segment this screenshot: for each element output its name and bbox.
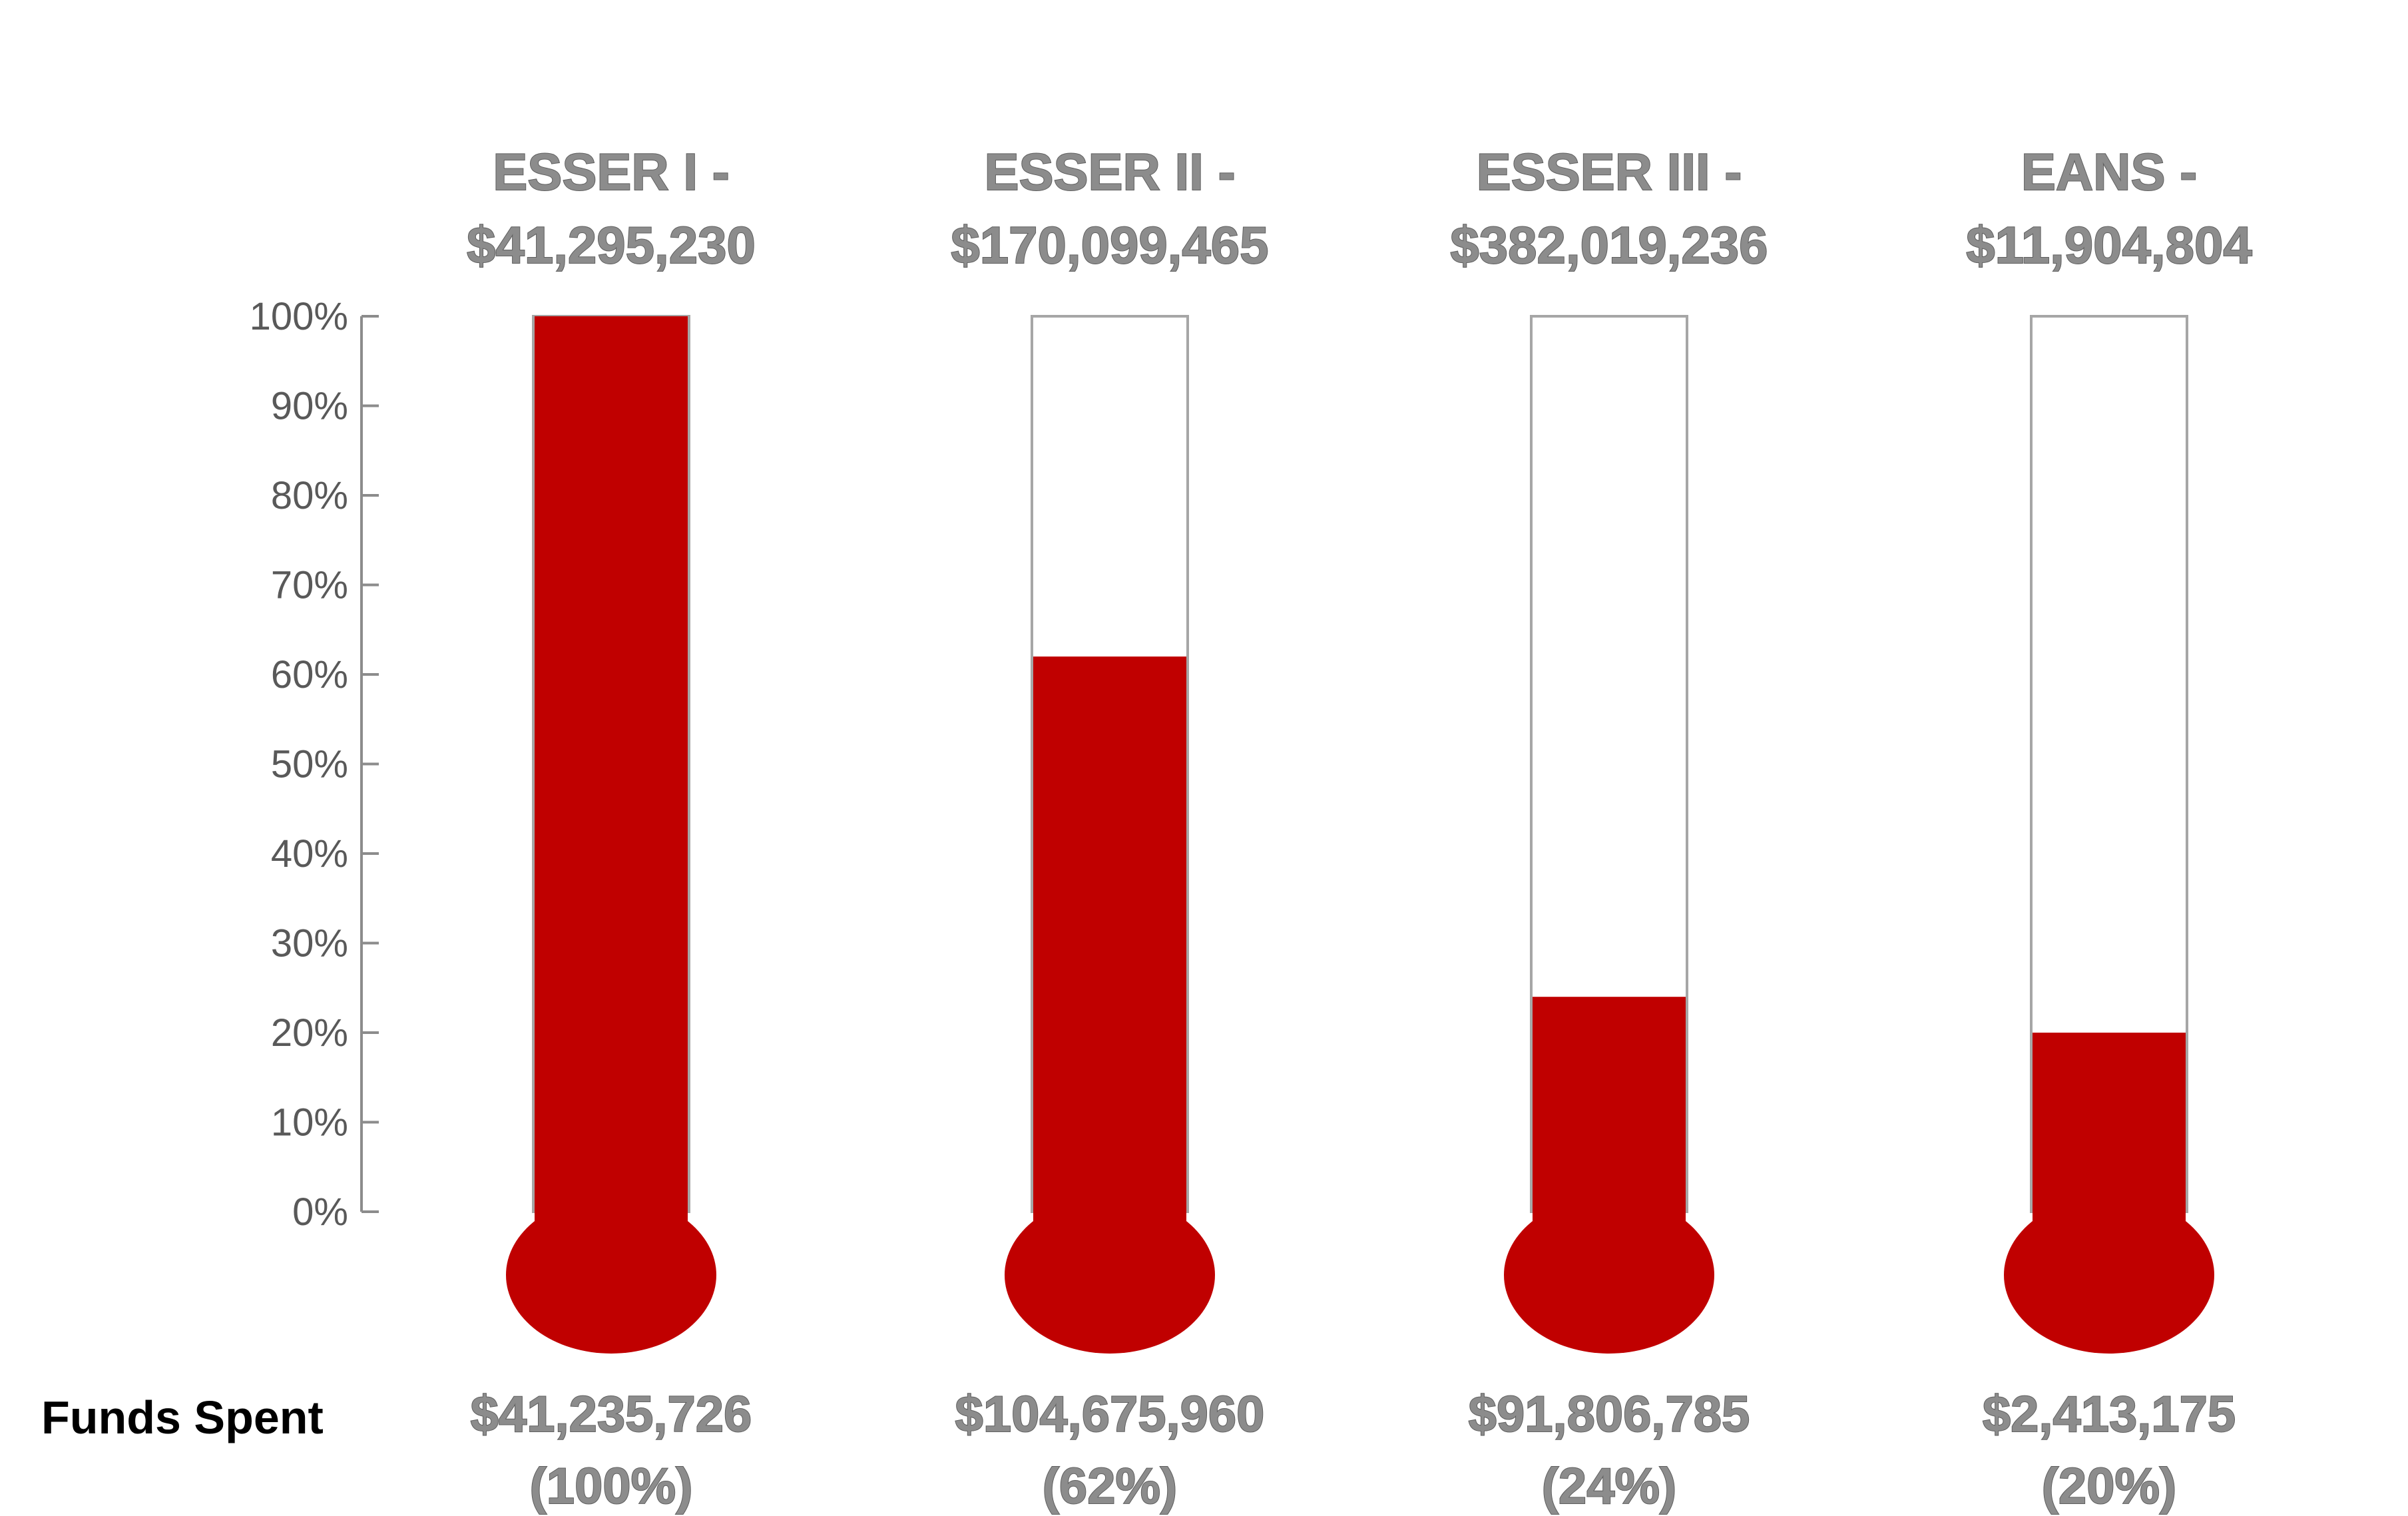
funds-spent-amount-label: $91,806,785 (1469, 1386, 1750, 1443)
funds-spent-percent-label: (62%) (1043, 1458, 1178, 1515)
y-tick-label: 90% (271, 385, 348, 428)
y-tick-label: 60% (271, 653, 348, 696)
funds-spent-percent-label: (20%) (2042, 1458, 2177, 1515)
y-tick-label: 100% (250, 295, 348, 338)
thermometer-2 (1005, 315, 1215, 1354)
category-budget-label: $41,295,230 (467, 216, 756, 274)
funds-spent-percent-label: (100%) (530, 1458, 693, 1515)
y-axis: 0% 10% 20% 30% 40% 50% 60% 70% 80% 90% 100% (250, 295, 379, 1234)
thermometer-fill-bar (535, 316, 688, 1225)
y-tick-label: 70% (271, 564, 348, 607)
thermometer-fill-bar (1033, 656, 1186, 1225)
thermometer-bulb (2004, 1196, 2214, 1354)
y-tick-label: 0% (292, 1190, 348, 1234)
category-budget-label: $11,904,804 (1966, 216, 2252, 274)
category-name-label: EANS - (2021, 142, 2197, 201)
y-tick-label: 40% (271, 832, 348, 876)
category-labels: ESSER I - $41,295,230 $41,235,726 (100%) ESS… (466, 142, 2253, 1515)
thermometer-bulb (1504, 1196, 1714, 1354)
thermometer-3 (1504, 315, 1714, 1354)
category-budget-label: $170,099,465 (951, 216, 1268, 274)
y-tick-label: 20% (271, 1011, 348, 1055)
category-budget-label: $382,019,236 (1450, 216, 1768, 274)
thermometer-fill-bar (1533, 997, 1686, 1225)
y-tick-label: 30% (271, 922, 348, 965)
thermometer-bulb (1005, 1196, 1215, 1354)
category-name-label: ESSER III - (1477, 142, 1742, 201)
funds-spent-amount-label: $41,235,726 (471, 1386, 752, 1443)
funds-spent-percent-label: (24%) (1542, 1458, 1677, 1515)
funds-spent-amount-label: $104,675,960 (955, 1386, 1265, 1443)
thermometer-4 (2004, 315, 2214, 1354)
thermometer-1 (506, 315, 716, 1354)
category-name-label: ESSER I - (493, 142, 729, 201)
funds-spent-label: Funds Spent (41, 1391, 324, 1443)
y-tick-label: 10% (271, 1101, 348, 1144)
thermometers (506, 315, 2214, 1354)
thermometer-fill-bar (2033, 1033, 2186, 1225)
y-tick-label: 80% (271, 474, 348, 517)
category-name-label: ESSER II - (984, 142, 1235, 201)
thermometer-bulb (506, 1196, 716, 1354)
funds-spent-amount-label: $2,413,175 (1983, 1386, 2236, 1443)
y-tick-label: 50% (271, 743, 348, 786)
